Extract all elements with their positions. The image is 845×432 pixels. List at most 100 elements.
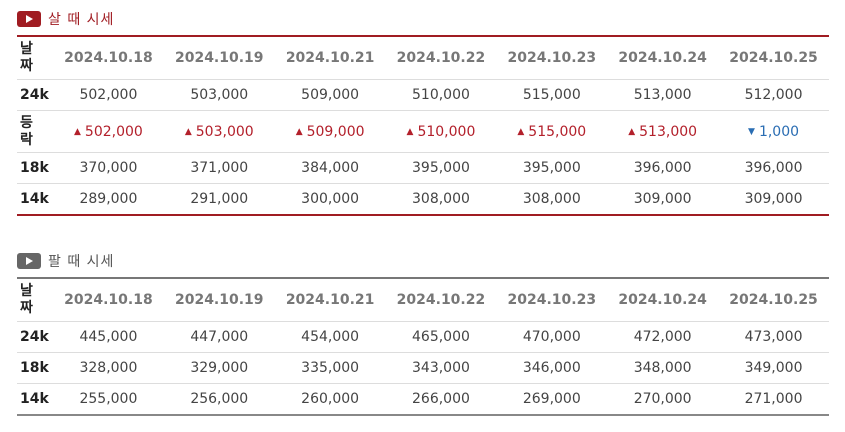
change-cell: ▼ 1,000 bbox=[718, 110, 829, 153]
buy-price-header: 살 때 시세 bbox=[17, 8, 829, 30]
date-cell: 2024.10.23 bbox=[496, 35, 608, 80]
price-cell: 472,000 bbox=[607, 321, 719, 353]
date-label-char: 짜 bbox=[20, 300, 33, 316]
change-value: 515,000 bbox=[528, 123, 587, 140]
price-cell: 291,000 bbox=[163, 183, 275, 216]
date-cell: 2024.10.22 bbox=[385, 277, 497, 322]
price-cell: 513,000 bbox=[607, 79, 719, 111]
up-arrow-icon: ▲ bbox=[406, 126, 414, 137]
price-cell: 396,000 bbox=[718, 152, 829, 184]
row-label-18k: 18k bbox=[17, 152, 53, 184]
change-cell: ▲ 515,000 bbox=[496, 110, 608, 153]
change-cell: ▲ 510,000 bbox=[385, 110, 497, 153]
date-cell: 2024.10.22 bbox=[385, 35, 497, 80]
row-label-change: 등 락 bbox=[17, 110, 53, 153]
sell-price-table: 날 짜 2024.10.18 2024.10.19 2024.10.21 202… bbox=[17, 277, 829, 416]
table-row-24k: 24k 445,000 447,000 454,000 465,000 470,… bbox=[17, 321, 829, 353]
price-cell: 470,000 bbox=[496, 321, 608, 353]
price-cell: 454,000 bbox=[274, 321, 386, 353]
price-cell: 271,000 bbox=[718, 383, 829, 416]
change-label-char: 등 bbox=[20, 114, 33, 131]
price-cell: 473,000 bbox=[718, 321, 829, 353]
date-cell: 2024.10.24 bbox=[607, 35, 719, 80]
date-cell: 2024.10.24 bbox=[607, 277, 719, 322]
price-cell: 343,000 bbox=[385, 352, 497, 384]
price-cell: 395,000 bbox=[385, 152, 497, 184]
date-label-char: 짜 bbox=[20, 58, 33, 74]
row-label-24k: 24k bbox=[17, 321, 53, 353]
change-value: 503,000 bbox=[195, 123, 254, 140]
price-cell: 309,000 bbox=[718, 183, 829, 216]
price-cell: 371,000 bbox=[163, 152, 275, 184]
up-arrow-icon: ▲ bbox=[628, 126, 636, 137]
change-cell: ▲ 502,000 bbox=[53, 110, 164, 153]
table-row-18k: 18k 370,000 371,000 384,000 395,000 395,… bbox=[17, 152, 829, 184]
down-arrow-icon: ▼ bbox=[748, 126, 755, 137]
price-cell: 349,000 bbox=[718, 352, 829, 384]
price-cell: 260,000 bbox=[274, 383, 386, 416]
up-arrow-icon: ▲ bbox=[295, 126, 303, 137]
change-label-char: 락 bbox=[20, 131, 33, 148]
price-cell: 348,000 bbox=[607, 352, 719, 384]
change-value: 510,000 bbox=[417, 123, 476, 140]
up-arrow-icon: ▲ bbox=[517, 126, 525, 137]
buy-price-title: 살 때 시세 bbox=[48, 12, 115, 28]
price-cell: 328,000 bbox=[53, 352, 164, 384]
date-row-label: 날 짜 bbox=[17, 277, 53, 322]
price-cell: 465,000 bbox=[385, 321, 497, 353]
sell-price-title: 팔 때 시세 bbox=[48, 254, 115, 270]
price-cell: 510,000 bbox=[385, 79, 497, 111]
up-arrow-icon: ▲ bbox=[184, 126, 192, 137]
row-label-14k: 14k bbox=[17, 383, 53, 416]
price-cell: 503,000 bbox=[163, 79, 275, 111]
change-value: 513,000 bbox=[639, 123, 698, 140]
buy-price-table: 날 짜 2024.10.18 2024.10.19 2024.10.21 202… bbox=[17, 35, 829, 216]
up-arrow-icon: ▲ bbox=[74, 126, 81, 137]
price-cell: 266,000 bbox=[385, 383, 497, 416]
date-cell: 2024.10.21 bbox=[274, 277, 386, 322]
row-label-24k: 24k bbox=[17, 79, 53, 111]
change-cell: ▲ 509,000 bbox=[274, 110, 386, 153]
price-cell: 256,000 bbox=[163, 383, 275, 416]
table-row-24k: 24k 502,000 503,000 509,000 510,000 515,… bbox=[17, 79, 829, 111]
price-cell: 502,000 bbox=[53, 79, 164, 111]
table-row-14k: 14k 289,000 291,000 300,000 308,000 308,… bbox=[17, 183, 829, 216]
date-cell: 2024.10.19 bbox=[163, 35, 275, 80]
date-header-row: 날 짜 2024.10.18 2024.10.19 2024.10.21 202… bbox=[17, 35, 829, 80]
change-value: 509,000 bbox=[306, 123, 365, 140]
price-cell: 335,000 bbox=[274, 352, 386, 384]
play-icon bbox=[17, 11, 41, 27]
price-cell: 289,000 bbox=[53, 183, 164, 216]
date-label-char: 날 bbox=[20, 41, 33, 57]
date-header-row: 날 짜 2024.10.18 2024.10.19 2024.10.21 202… bbox=[17, 277, 829, 322]
date-cell: 2024.10.18 bbox=[53, 277, 164, 322]
price-cell: 395,000 bbox=[496, 152, 608, 184]
price-cell: 270,000 bbox=[607, 383, 719, 416]
price-cell: 308,000 bbox=[496, 183, 608, 216]
date-cell: 2024.10.23 bbox=[496, 277, 608, 322]
price-cell: 445,000 bbox=[53, 321, 164, 353]
play-icon bbox=[17, 253, 41, 269]
date-cell: 2024.10.25 bbox=[718, 277, 829, 322]
price-cell: 255,000 bbox=[53, 383, 164, 416]
price-cell: 308,000 bbox=[385, 183, 497, 216]
price-cell: 370,000 bbox=[53, 152, 164, 184]
date-cell: 2024.10.19 bbox=[163, 277, 275, 322]
row-label-18k: 18k bbox=[17, 352, 53, 384]
change-cell: ▲ 513,000 bbox=[607, 110, 719, 153]
price-cell: 384,000 bbox=[274, 152, 386, 184]
date-cell: 2024.10.21 bbox=[274, 35, 386, 80]
date-cell: 2024.10.18 bbox=[53, 35, 164, 80]
sell-price-header: 팔 때 시세 bbox=[17, 250, 829, 272]
table-row-14k: 14k 255,000 256,000 260,000 266,000 269,… bbox=[17, 383, 829, 416]
price-cell: 515,000 bbox=[496, 79, 608, 111]
change-value: 502,000 bbox=[84, 123, 143, 140]
price-cell: 512,000 bbox=[718, 79, 829, 111]
table-row-change: 등 락 ▲ 502,000 ▲ 503,000 ▲ 509,000 ▲ 510,000 … bbox=[17, 110, 829, 153]
price-cell: 509,000 bbox=[274, 79, 386, 111]
date-label-char: 날 bbox=[20, 283, 33, 299]
price-cell: 329,000 bbox=[163, 352, 275, 384]
sell-price-section: 팔 때 시세 날 짜 2024.10.18 2024.10.19 2024.10… bbox=[17, 250, 829, 416]
price-cell: 346,000 bbox=[496, 352, 608, 384]
table-row-18k: 18k 328,000 329,000 335,000 343,000 346,… bbox=[17, 352, 829, 384]
